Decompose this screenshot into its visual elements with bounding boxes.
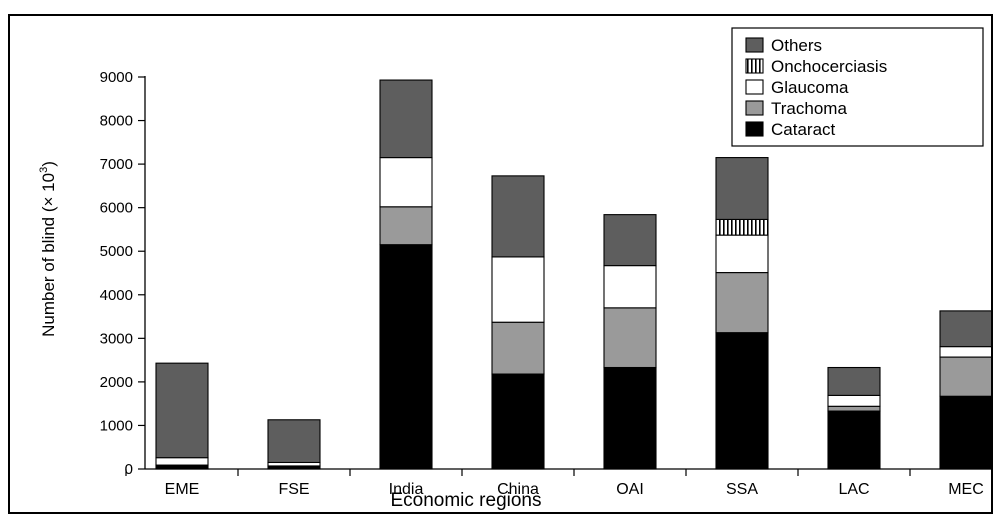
y-tick-label: 1000 [100,417,133,434]
bar-stack-eme [155,362,209,470]
bar-segment-others-eme [155,362,209,459]
legend-item-others: Others [745,36,822,55]
legend-label-trachoma: Trachoma [771,99,847,118]
bar-segment-cataract-lac [827,410,881,470]
y-tick-label: 5000 [100,243,133,260]
legend-label-onchocerciasis: Onchocerciasis [771,57,887,76]
bar-segment-glaucoma-india [379,157,433,208]
bar-segment-trachoma-india [379,206,433,246]
bar-segment-trachoma-mec [939,356,991,397]
bar-segment-trachoma-oai [603,307,657,369]
bar-segment-glaucoma-china [491,256,545,323]
x-tick-label-china: China [497,481,539,498]
legend-swatch-onchocerciasis [745,58,764,74]
x-tick-label-mec: MEC [948,481,984,498]
bar-segment-trachoma-ssa [715,272,769,334]
bar-stack-oai [603,214,657,470]
bar-segment-others-ssa [715,157,769,220]
bar-segment-others-india [379,79,433,159]
legend-swatch-trachoma [745,100,764,116]
bar-segment-trachoma-lac [827,405,881,412]
y-axis-label-superscript: 3 [38,167,50,173]
x-tick-labels: EME FSE India China OAI SSA LAC MEC [165,481,984,498]
legend-label-cataract: Cataract [771,120,836,139]
y-tick-label: 7000 [100,156,133,173]
bar-segment-trachoma-china [491,321,545,375]
y-tick-label: 2000 [100,374,133,391]
bar-stack-mec [939,310,991,470]
bar-segment-glaucoma-lac [827,394,881,407]
y-tick-label: 9000 [100,69,133,86]
bar-segment-glaucoma-eme [155,457,209,466]
bar-segment-cataract-eme [155,464,209,470]
legend-swatch-glaucoma [745,79,764,95]
y-tick-label: 4000 [100,287,133,304]
bar-segment-cataract-oai [603,366,657,470]
bar-segment-cataract-china [491,373,545,470]
y-tick-labels: 0 1000 2000 3000 4000 5000 6000 7000 8000 9000 [100,69,133,478]
bar-stack-india [379,79,433,470]
bar-stack-fse [267,419,321,470]
x-tick-label-ssa: SSA [726,481,758,498]
x-axis-label: Economic regions [390,490,541,511]
bar-segment-onchocerciasis-ssa [715,218,769,236]
bar-segment-cataract-india [379,244,433,470]
y-tick-label: 3000 [100,330,133,347]
y-tick-label: 0 [125,461,133,478]
legend-swatch-others [745,37,764,53]
bar-segment-cataract-ssa [715,332,769,470]
x-tick-label-fse: FSE [278,481,309,498]
x-tick-label-lac: LAC [838,481,869,498]
chart-frame: EME FSE India China OAI SSA LAC MEC 0 1000 2000 30… [8,14,993,514]
y-axis-label-main: Number of blind (× 10 [39,173,58,337]
bar-segment-glaucoma-mec [939,346,991,358]
bar-segment-others-mec [939,310,991,348]
bar-segment-glaucoma-oai [603,265,657,309]
legend-label-others: Others [771,36,822,55]
legend-label-glaucoma: Glaucoma [771,78,849,97]
bars [155,79,991,470]
legend-item-glaucoma: Glaucoma [745,78,849,97]
bar-stack-lac [827,366,881,470]
bar-segment-others-fse [267,419,321,464]
x-tick-label-oai: OAI [616,481,644,498]
y-tick-label: 6000 [100,200,133,217]
bar-segment-cataract-mec [939,395,991,470]
legend-item-cataract: Cataract [745,120,836,139]
legend-item-trachoma: Trachoma [745,99,847,118]
y-axis-label-close: ) [39,161,58,167]
bar-stack-china [491,175,545,470]
bar-segment-glaucoma-ssa [715,234,769,274]
bar-stack-ssa [715,157,769,470]
bar-segment-others-oai [603,214,657,267]
x-tick-label-eme: EME [165,481,200,498]
legend-swatch-cataract [745,121,764,137]
bar-segment-others-china [491,175,545,258]
x-tick-label-india: India [389,481,424,498]
y-tick-label: 8000 [100,113,133,130]
y-axis-label: Number of blind (× 103) [38,161,58,337]
stacked-bar-chart: EME FSE India China OAI SSA LAC MEC 01000200030… [38,27,991,511]
legend-item-onchocerciasis: Onchocerciasis [745,57,887,76]
bar-segment-others-lac [827,366,881,396]
legend: Others Onchocerciasis Glaucoma Trachoma Cata… [731,27,984,147]
legend-box [731,27,984,147]
